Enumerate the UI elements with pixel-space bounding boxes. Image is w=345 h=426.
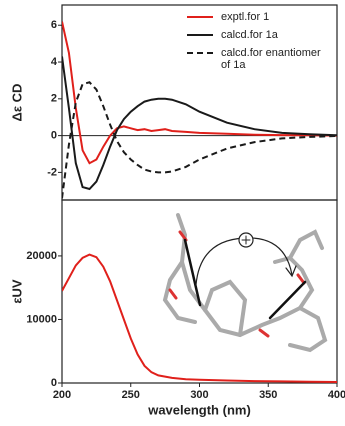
x-tick-label: 250 xyxy=(122,389,140,401)
y-tick-label: 20000 xyxy=(26,250,57,262)
legend-label: calcd.for 1a xyxy=(221,29,329,41)
series-line xyxy=(62,57,337,190)
series-line xyxy=(62,255,337,382)
molecule-image xyxy=(165,215,325,350)
series-line xyxy=(62,82,337,198)
y-axis-label: εUV xyxy=(9,279,24,304)
y-tick-label: 2 xyxy=(51,93,57,105)
y-tick-label: 0 xyxy=(51,377,57,389)
legend-label: exptl.for 1 xyxy=(221,11,329,23)
y-tick-label: -2 xyxy=(47,166,57,178)
page: -2 0 2 4 6 Δε CD 0 10000 20000 200 250 300 350 400 εUV… xyxy=(0,0,345,426)
x-axis-label: wavelength (nm) xyxy=(147,402,251,417)
y-tick-label: 6 xyxy=(51,19,57,31)
legend-label: calcd.for enantiomer of 1a xyxy=(221,47,329,71)
x-tick-label: 400 xyxy=(328,389,345,401)
series-line xyxy=(62,22,337,164)
x-tick-label: 350 xyxy=(259,389,277,401)
y-axis-label: Δε CD xyxy=(9,84,24,122)
x-tick-label: 200 xyxy=(53,389,71,401)
x-tick-label: 300 xyxy=(190,389,208,401)
y-tick-label: 0 xyxy=(51,130,57,142)
y-tick-label: 4 xyxy=(51,56,58,68)
y-tick-label: 10000 xyxy=(26,313,57,325)
